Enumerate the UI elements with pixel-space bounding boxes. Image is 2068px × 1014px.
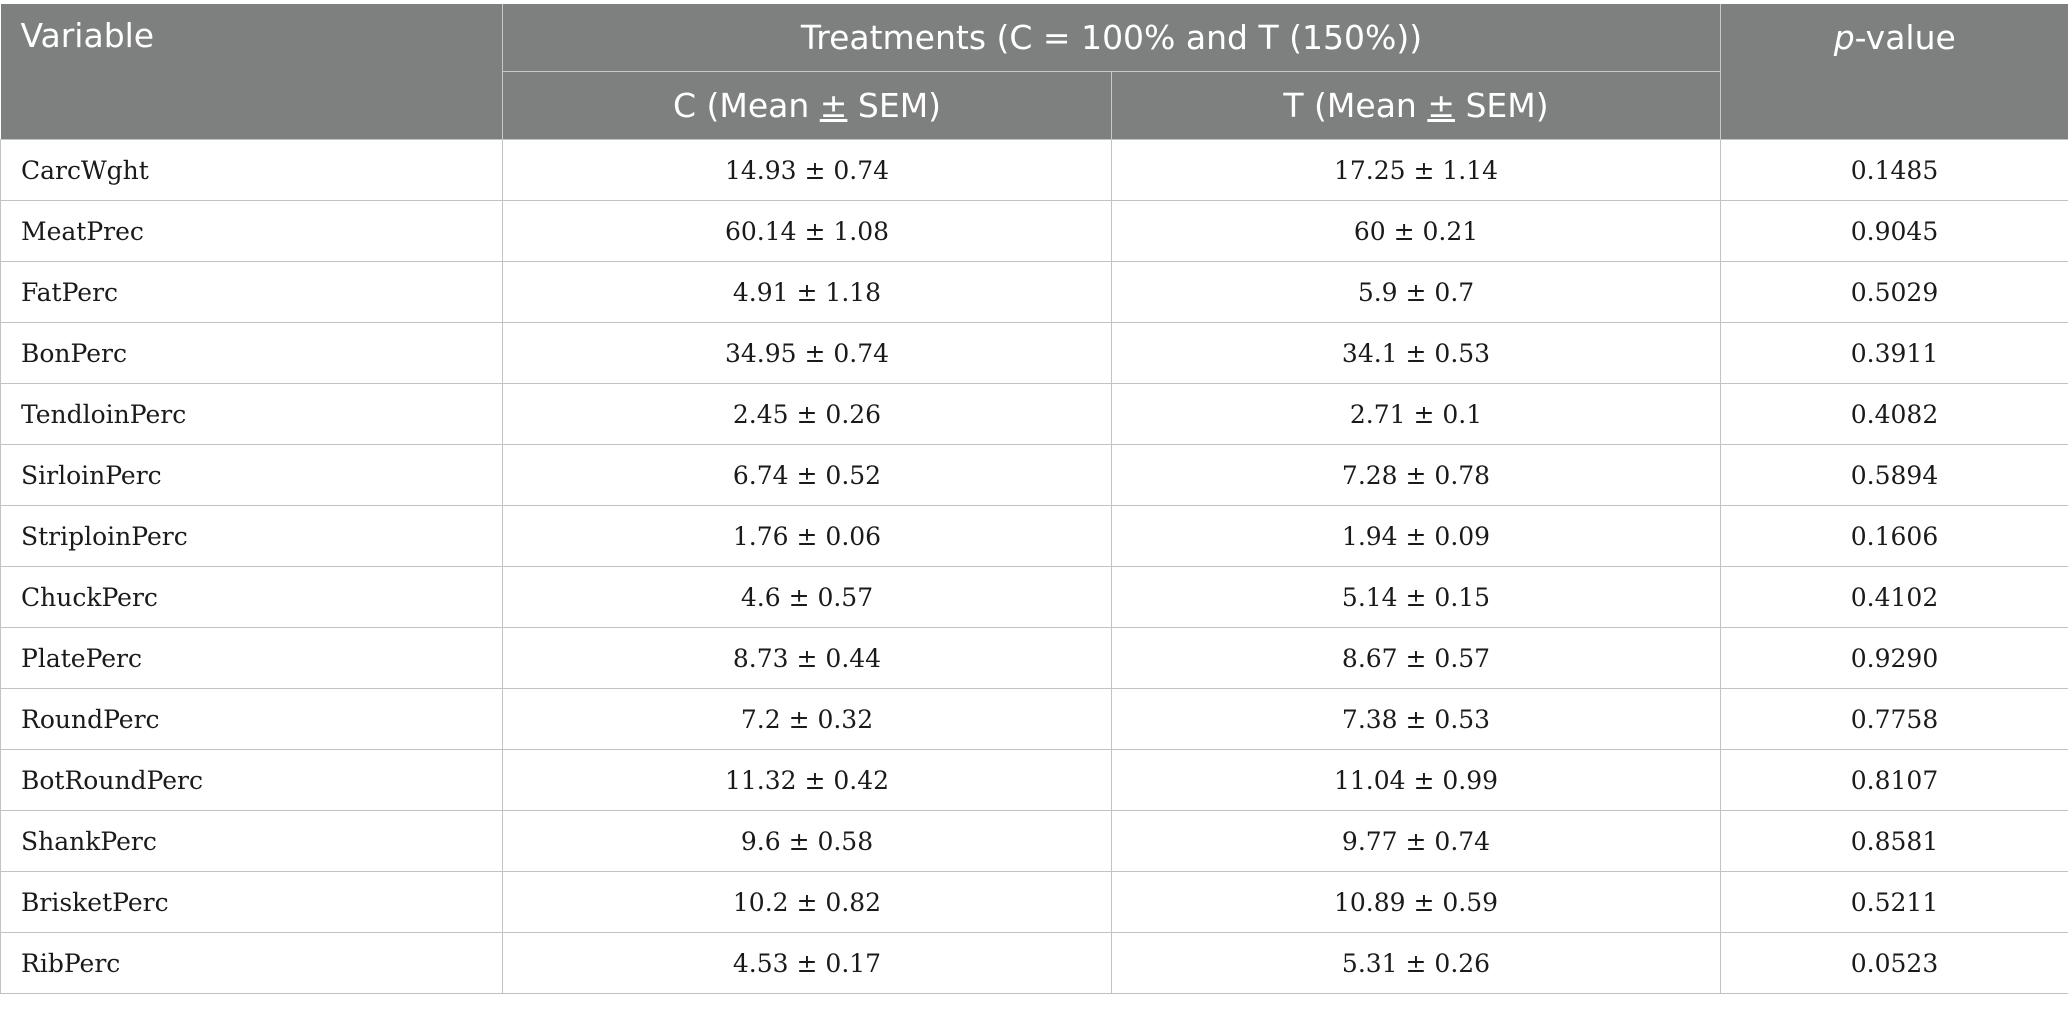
- table-row: FatPerc 4.91 ± 1.18 5.9 ± 0.7 0.5029: [0, 261, 2068, 323]
- control-value-cell: 14.93 ± 0.74: [502, 139, 1112, 201]
- table-row: MeatPrec 60.14 ± 1.08 60 ± 0.21 0.9045: [0, 200, 2068, 262]
- p-value-cell: 0.5894: [1720, 444, 2068, 506]
- treatment-value-cell: 34.1 ± 0.53: [1110, 322, 1722, 384]
- treatment-value-cell: 9.77 ± 0.74: [1110, 810, 1722, 872]
- table-row: BotRoundPerc 11.32 ± 0.42 11.04 ± 0.99 0.81…: [0, 749, 2068, 811]
- control-header-suffix: SEM): [847, 86, 942, 125]
- table-header: Variable Treatments (C = 100% and T (150…: [0, 4, 2068, 140]
- p-value-cell: 0.8581: [1720, 810, 2068, 872]
- table-row: RibPerc 4.53 ± 0.17 5.31 ± 0.26 0.0523: [0, 932, 2068, 994]
- p-value-cell: 0.1485: [1720, 139, 2068, 201]
- treatment-value-cell: 17.25 ± 1.14: [1110, 139, 1722, 201]
- variable-column-header: Variable: [0, 4, 503, 140]
- table-row: RoundPerc 7.2 ± 0.32 7.38 ± 0.53 0.7758: [0, 688, 2068, 750]
- control-value-cell: 10.2 ± 0.82: [502, 871, 1112, 933]
- p-value-cell: 0.8107: [1720, 749, 2068, 811]
- treatment-value-cell: 5.9 ± 0.7: [1110, 261, 1722, 323]
- treatment-value-cell: 7.28 ± 0.78: [1110, 444, 1722, 506]
- treatment-value-cell: 60 ± 0.21: [1110, 200, 1722, 262]
- control-value-cell: 9.6 ± 0.58: [502, 810, 1112, 872]
- control-value-cell: 2.45 ± 0.26: [502, 383, 1112, 445]
- control-value-cell: 60.14 ± 1.08: [502, 200, 1112, 262]
- treatment-header-plus-minus: ±: [1427, 86, 1455, 125]
- control-value-cell: 34.95 ± 0.74: [502, 322, 1112, 384]
- variable-cell: BonPerc: [0, 322, 503, 384]
- variable-cell: ShankPerc: [0, 810, 503, 872]
- p-value-suffix: -value: [1854, 18, 1956, 57]
- variable-cell: PlatePerc: [0, 627, 503, 689]
- variable-cell: RibPerc: [0, 932, 503, 994]
- treatment-value-cell: 5.14 ± 0.15: [1110, 566, 1722, 628]
- variable-cell: MeatPrec: [0, 200, 503, 262]
- treatment-value-cell: 10.89 ± 0.59: [1110, 871, 1722, 933]
- header-row-sub: C (Mean ± SEM) T (Mean ± SEM): [1, 71, 2068, 140]
- variable-cell: SirloinPerc: [0, 444, 503, 506]
- variable-cell: CarcWght: [0, 139, 503, 201]
- control-header-plus-minus: ±: [819, 86, 848, 125]
- p-value-cell: 0.9045: [1720, 200, 2068, 262]
- control-value-cell: 7.2 ± 0.32: [502, 688, 1112, 750]
- variable-cell: ChuckPerc: [0, 566, 503, 628]
- table-row: StriploinPerc 1.76 ± 0.06 1.94 ± 0.09 0.160…: [0, 505, 2068, 567]
- variable-cell: BotRoundPerc: [0, 749, 503, 811]
- p-value-cell: 0.5029: [1720, 261, 2068, 323]
- control-header-prefix: C (Mean: [672, 86, 820, 125]
- variable-cell: TendloinPerc: [0, 383, 503, 445]
- treatment-value-cell: 7.38 ± 0.53: [1110, 688, 1722, 750]
- p-value-cell: 0.1606: [1720, 505, 2068, 567]
- treatment-value-cell: 8.67 ± 0.57: [1110, 627, 1722, 689]
- control-value-cell: 8.73 ± 0.44: [502, 627, 1112, 689]
- treatment-value-cell: 11.04 ± 0.99: [1110, 749, 1722, 811]
- treatment-header-suffix: SEM): [1454, 86, 1549, 125]
- treatment-value-cell: 1.94 ± 0.09: [1110, 505, 1722, 567]
- table-row: TendloinPerc 2.45 ± 0.26 2.71 ± 0.1 0.4082: [0, 383, 2068, 445]
- control-value-cell: 1.76 ± 0.06: [502, 505, 1112, 567]
- table-row: BrisketPerc 10.2 ± 0.82 10.89 ± 0.59 0.5211: [0, 871, 2068, 933]
- control-column-header: C (Mean ± SEM): [502, 71, 1112, 140]
- p-value-cell: 0.0523: [1720, 932, 2068, 994]
- treatment-header-prefix: T (Mean: [1283, 86, 1428, 125]
- p-value-cell: 0.4082: [1720, 383, 2068, 445]
- variable-cell: FatPerc: [0, 261, 503, 323]
- control-value-cell: 6.74 ± 0.52: [502, 444, 1112, 506]
- p-value-italic-p: p: [1833, 18, 1855, 57]
- table-row: ChuckPerc 4.6 ± 0.57 5.14 ± 0.15 0.4102: [0, 566, 2068, 628]
- p-value-cell: 0.3911: [1720, 322, 2068, 384]
- control-value-cell: 4.6 ± 0.57: [502, 566, 1112, 628]
- table-row: PlatePerc 8.73 ± 0.44 8.67 ± 0.57 0.9290: [0, 627, 2068, 689]
- control-value-cell: 11.32 ± 0.42: [502, 749, 1112, 811]
- treatment-column-header: T (Mean ± SEM): [1111, 71, 1721, 140]
- variable-cell: StriploinPerc: [0, 505, 503, 567]
- table-row: SirloinPerc 6.74 ± 0.52 7.28 ± 0.78 0.5894: [0, 444, 2068, 506]
- table-row: CarcWght 14.93 ± 0.74 17.25 ± 1.14 0.1485: [0, 139, 2068, 201]
- p-value-cell: 0.4102: [1720, 566, 2068, 628]
- header-row-top: Variable Treatments (C = 100% and T (150…: [0, 4, 2068, 140]
- table-body: CarcWght 14.93 ± 0.74 17.25 ± 1.14 0.1485 Me…: [0, 139, 2068, 994]
- p-value-cell: 0.7758: [1720, 688, 2068, 750]
- treatments-group-header: Treatments (C = 100% and T (150%)): [502, 4, 1721, 72]
- control-value-cell: 4.91 ± 1.18: [502, 261, 1112, 323]
- treatment-value-cell: 2.71 ± 0.1: [1110, 383, 1722, 445]
- variable-cell: BrisketPerc: [0, 871, 503, 933]
- table-row: ShankPerc 9.6 ± 0.58 9.77 ± 0.74 0.8581: [0, 810, 2068, 872]
- p-value-cell: 0.9290: [1720, 627, 2068, 689]
- table-row: BonPerc 34.95 ± 0.74 34.1 ± 0.53 0.3911: [0, 322, 2068, 384]
- variable-cell: RoundPerc: [0, 688, 503, 750]
- results-table: Variable Treatments (C = 100% and T (150…: [0, 4, 2068, 994]
- control-value-cell: 4.53 ± 0.17: [502, 932, 1112, 994]
- p-value-column-header: p-value: [1720, 4, 2068, 140]
- treatment-value-cell: 5.31 ± 0.26: [1110, 932, 1722, 994]
- p-value-cell: 0.5211: [1720, 871, 2068, 933]
